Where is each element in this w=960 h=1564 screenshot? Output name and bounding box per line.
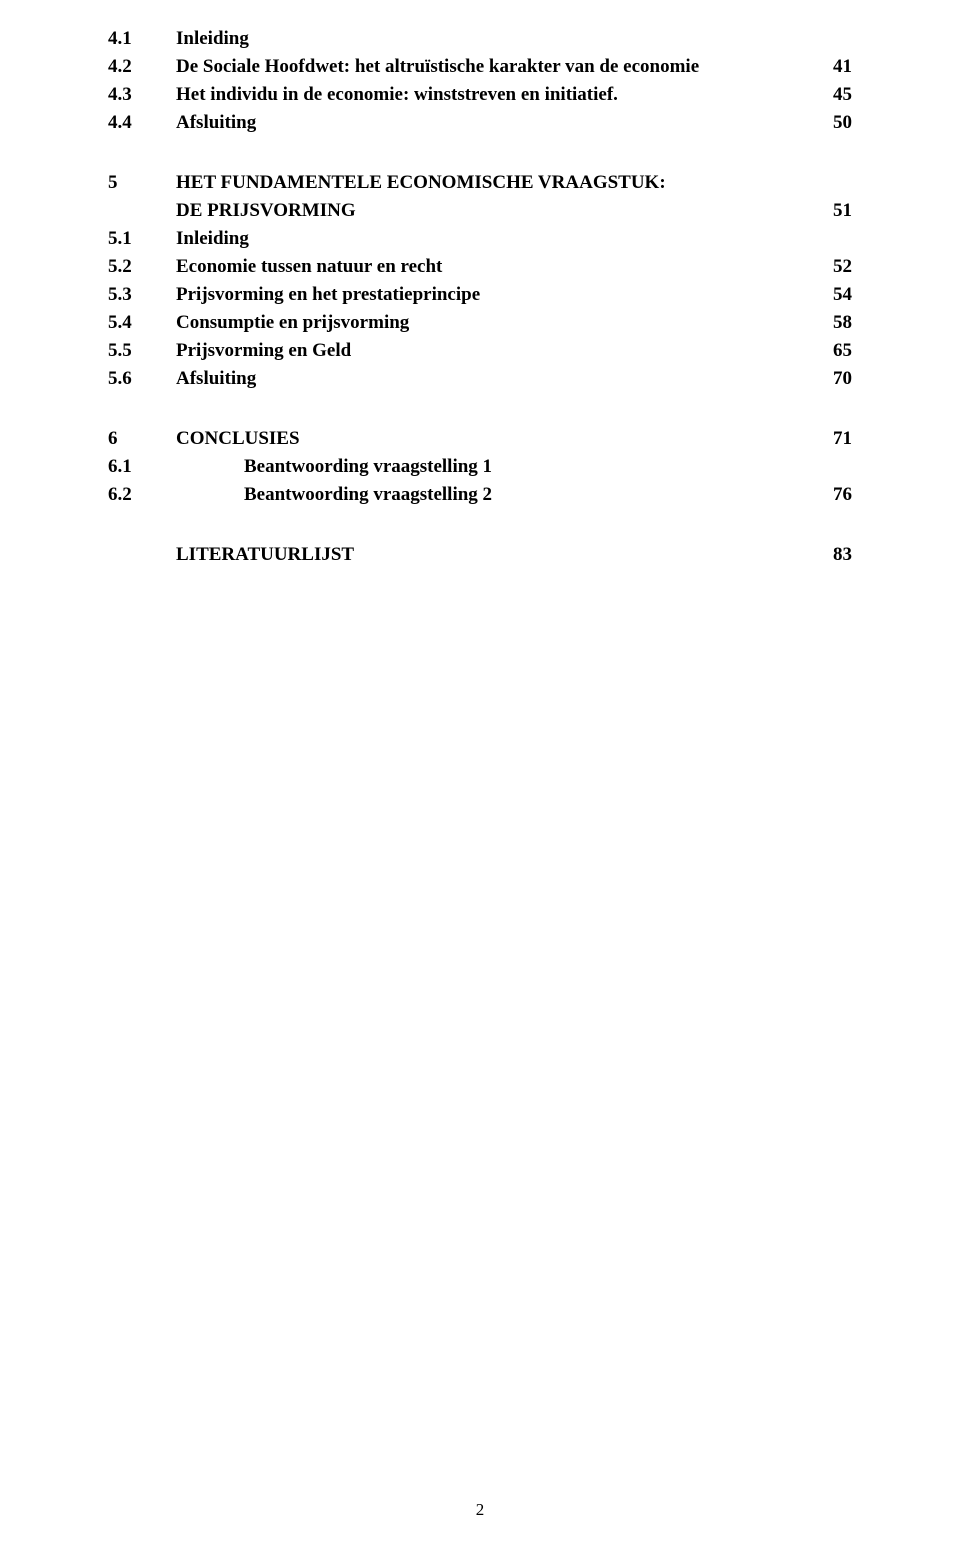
toc-entry-page: 41 [816,56,852,78]
toc-entry-label: Inleiding [176,28,816,50]
toc-entry-page: 45 [816,84,852,106]
toc-entry-number: 5.4 [108,312,176,334]
toc-group: 6 CONCLUSIES 71 6.1 Beantwoording vraags… [108,428,852,506]
toc-entry-page: 58 [816,312,852,334]
toc-entry: 5 HET FUNDAMENTELE ECONOMISCHE VRAAGSTUK… [108,172,852,194]
toc-entry: 4.2 De Sociale Hoofdwet: het altruïstisc… [108,56,852,78]
toc-group: 4.1 Inleiding 4.2 De Sociale Hoofdwet: h… [108,28,852,134]
toc-entry: 4.1 Inleiding [108,28,852,50]
toc-entry-page: 51 [816,200,852,222]
toc-entry-number: 5.1 [108,228,176,250]
toc-entry-number: 5.3 [108,284,176,306]
toc-entry-number: 4.4 [108,112,176,134]
toc-entry-number: 5.6 [108,368,176,390]
toc-entry-label: Beantwoording vraagstelling 2 [244,484,816,506]
toc-entry: DE PRIJSVORMING 51 [108,200,852,222]
toc-entry-page: 65 [816,340,852,362]
toc-entry: 6.1 Beantwoording vraagstelling 1 [108,456,852,478]
toc-entry-label: DE PRIJSVORMING [176,200,816,222]
toc-entry-number: 6 [108,428,176,450]
toc-entry: 5.2 Economie tussen natuur en recht 52 [108,256,852,278]
toc-entry: 5.3 Prijsvorming en het prestatieprincip… [108,284,852,306]
toc-entry: 5.6 Afsluiting 70 [108,368,852,390]
toc-entry-label: Prijsvorming en het prestatieprincipe [176,284,816,306]
toc-entry-number: 4.3 [108,84,176,106]
toc-entry-label: Afsluiting [176,112,816,134]
toc-entry-number: 4.2 [108,56,176,78]
toc-group: 5 HET FUNDAMENTELE ECONOMISCHE VRAAGSTUK… [108,172,852,390]
toc-entry-label: Beantwoording vraagstelling 1 [244,456,816,478]
toc-entry-page: 83 [816,544,852,566]
toc-entry-page: 70 [816,368,852,390]
toc-entry-label: Prijsvorming en Geld [176,340,816,362]
toc-entry-label: Inleiding [176,228,816,250]
toc-entry-number: 6.1 [108,456,244,478]
toc-entry-label: Consumptie en prijsvorming [176,312,816,334]
toc-entry-page: 52 [816,256,852,278]
toc-entry: 5.1 Inleiding [108,228,852,250]
toc-entry: 4.3 Het individu in de economie: winstst… [108,84,852,106]
page-number: 2 [0,1500,960,1520]
toc-entry-page: 54 [816,284,852,306]
toc-entry-number: 4.1 [108,28,176,50]
toc-entry-page: 50 [816,112,852,134]
toc-entry-label: LITERATUURLIJST [176,544,816,566]
toc-entry-number: 6.2 [108,484,244,506]
toc-entry-label: Het individu in de economie: winststreve… [176,84,816,106]
toc-group: LITERATUURLIJST 83 [108,544,852,566]
toc-entry-label: Afsluiting [176,368,816,390]
document-page: 4.1 Inleiding 4.2 De Sociale Hoofdwet: h… [0,0,960,1564]
toc-entry-label: Economie tussen natuur en recht [176,256,816,278]
toc-entry-page: 76 [816,484,852,506]
toc-entry: 6 CONCLUSIES 71 [108,428,852,450]
toc-entry-label: HET FUNDAMENTELE ECONOMISCHE VRAAGSTUK: [176,172,816,194]
toc-entry-number: 5 [108,172,176,194]
toc-entry-page: 71 [816,428,852,450]
toc-entry-number: 5.2 [108,256,176,278]
toc-entry: LITERATUURLIJST 83 [108,544,852,566]
toc-entry-label: CONCLUSIES [176,428,816,450]
toc-entry: 5.4 Consumptie en prijsvorming 58 [108,312,852,334]
toc-entry-label: De Sociale Hoofdwet: het altruïstische k… [176,56,816,78]
toc-entry: 4.4 Afsluiting 50 [108,112,852,134]
toc-entry-number: 5.5 [108,340,176,362]
toc-entry: 5.5 Prijsvorming en Geld 65 [108,340,852,362]
toc-entry: 6.2 Beantwoording vraagstelling 2 76 [108,484,852,506]
